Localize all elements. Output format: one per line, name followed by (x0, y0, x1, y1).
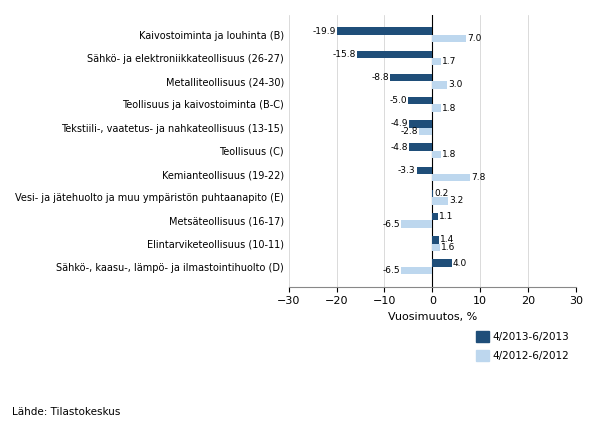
Bar (419, 128, 432, 135)
Text: -4.9: -4.9 (390, 120, 408, 128)
Bar (409, 120, 432, 128)
Bar (432, 197, 448, 205)
Bar (432, 190, 434, 197)
Text: 7.8: 7.8 (471, 173, 486, 182)
Bar (432, 151, 441, 158)
Text: 1.7: 1.7 (442, 57, 456, 66)
Text: -3.3: -3.3 (398, 166, 416, 175)
Text: -15.8: -15.8 (332, 50, 356, 59)
Text: 4.0: 4.0 (453, 258, 467, 268)
Text: -19.9: -19.9 (313, 27, 336, 35)
Text: 1.8: 1.8 (442, 150, 456, 159)
Bar (410, 144, 432, 151)
Bar (432, 244, 440, 251)
Bar (401, 267, 432, 274)
Text: 1.6: 1.6 (441, 243, 456, 252)
Text: -6.5: -6.5 (383, 266, 400, 275)
X-axis label: Vuosimuutos, %: Vuosimuutos, % (388, 312, 477, 322)
Bar (432, 58, 441, 65)
Bar (432, 213, 438, 221)
Bar (432, 35, 466, 42)
Bar (432, 174, 469, 181)
Text: -8.8: -8.8 (371, 73, 389, 82)
Text: Lähde: Tilastokeskus: Lähde: Tilastokeskus (12, 407, 120, 417)
Text: 0.2: 0.2 (435, 189, 448, 198)
Text: 1.4: 1.4 (440, 235, 454, 245)
Bar (432, 259, 451, 267)
Bar (432, 104, 441, 112)
Text: 1.8: 1.8 (442, 104, 456, 112)
Bar (357, 51, 432, 58)
Text: -4.8: -4.8 (390, 143, 408, 152)
Text: -6.5: -6.5 (383, 220, 400, 229)
Text: 7.0: 7.0 (467, 34, 481, 43)
Bar (417, 167, 432, 174)
Text: 3.2: 3.2 (449, 197, 463, 205)
Bar (337, 27, 432, 35)
Bar (401, 221, 432, 228)
Text: 1.1: 1.1 (439, 212, 453, 221)
Text: 3.0: 3.0 (448, 80, 462, 89)
Text: -2.8: -2.8 (400, 127, 418, 136)
Text: -5.0: -5.0 (390, 96, 407, 105)
Bar (390, 74, 432, 81)
Legend: 4/2013-6/2013, 4/2012-6/2012: 4/2013-6/2013, 4/2012-6/2012 (472, 327, 574, 365)
Bar (432, 236, 439, 244)
Bar (408, 97, 432, 104)
Bar (432, 81, 447, 88)
